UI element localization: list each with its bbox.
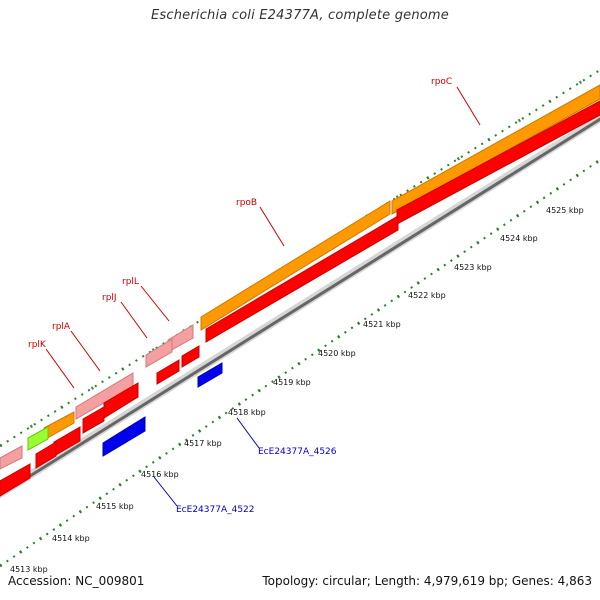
kbp-label-4520: 4520 kbp (318, 349, 356, 358)
EcE24377A_4526-bar[interactable] (197, 362, 223, 388)
kbp-label-4513: 4513 kbp (10, 565, 48, 574)
kbp-label-4518: 4518 kbp (228, 408, 266, 417)
kbp-label-4525: 4525 kbp (546, 206, 584, 215)
rpoC-rna-bar[interactable] (391, 84, 600, 215)
kbp-label-4517: 4517 kbp (184, 439, 222, 448)
small-green-rna-bar[interactable] (27, 426, 49, 451)
gene-label-rplL: rplL (122, 277, 139, 287)
genome-summary: Topology: circular; Length: 4,979,619 bp… (262, 574, 592, 588)
lower-tick-ruler (0, 158, 600, 568)
gene-label-rpoB: rpoB (236, 198, 257, 208)
rplJ-rna-bar[interactable] (145, 338, 173, 368)
rplL-cds-bar[interactable] (181, 345, 200, 368)
left-cds-bar-2[interactable] (35, 441, 57, 469)
accession-label: Accession: NC_009801 (8, 574, 145, 588)
left-cds-bar-3[interactable] (0, 463, 31, 497)
gene-label-rplA: rplA (52, 322, 71, 332)
kbp-label-4524: 4524 kbp (500, 234, 538, 243)
EcE24377A_4522-bar[interactable] (102, 416, 146, 457)
kbp-label-4522: 4522 kbp (408, 291, 446, 300)
rplJ-cds-bar[interactable] (156, 359, 180, 385)
kbp-label-4515: 4515 kbp (96, 502, 134, 511)
map-title: Escherichia coli E24377A, complete genom… (150, 8, 449, 23)
rplK-cds-bar[interactable] (82, 406, 105, 434)
gene-label-EcE24377A_4522: EcE24377A_4522 (176, 505, 255, 515)
feature-band (0, 84, 600, 499)
gene-label-EcE24377A_4526: EcE24377A_4526 (258, 447, 337, 457)
gene-label-rplJ: rplJ (102, 293, 117, 303)
gene-label-rpoC: rpoC (431, 77, 452, 87)
gene-label-rplK: rplK (28, 340, 47, 350)
kbp-labels: 4513 kbp 4514 kbp 4515 kbp 4516 kbp 4517… (10, 206, 584, 574)
kbp-label-4521: 4521 kbp (363, 320, 401, 329)
kbp-label-4523: 4523 kbp (454, 263, 492, 272)
kbp-label-4516: 4516 kbp (141, 470, 179, 479)
left-pink-rna-bar[interactable] (0, 445, 23, 470)
rpoB-cds-bar[interactable] (205, 215, 399, 343)
rpoB-rna-bar[interactable] (200, 200, 391, 331)
kbp-label-4519: 4519 kbp (273, 378, 311, 387)
kbp-label-4514: 4514 kbp (52, 534, 90, 543)
gene-labels: rpoC rpoB rplL rplJ rplA rplK EcE24377A_… (28, 77, 481, 515)
